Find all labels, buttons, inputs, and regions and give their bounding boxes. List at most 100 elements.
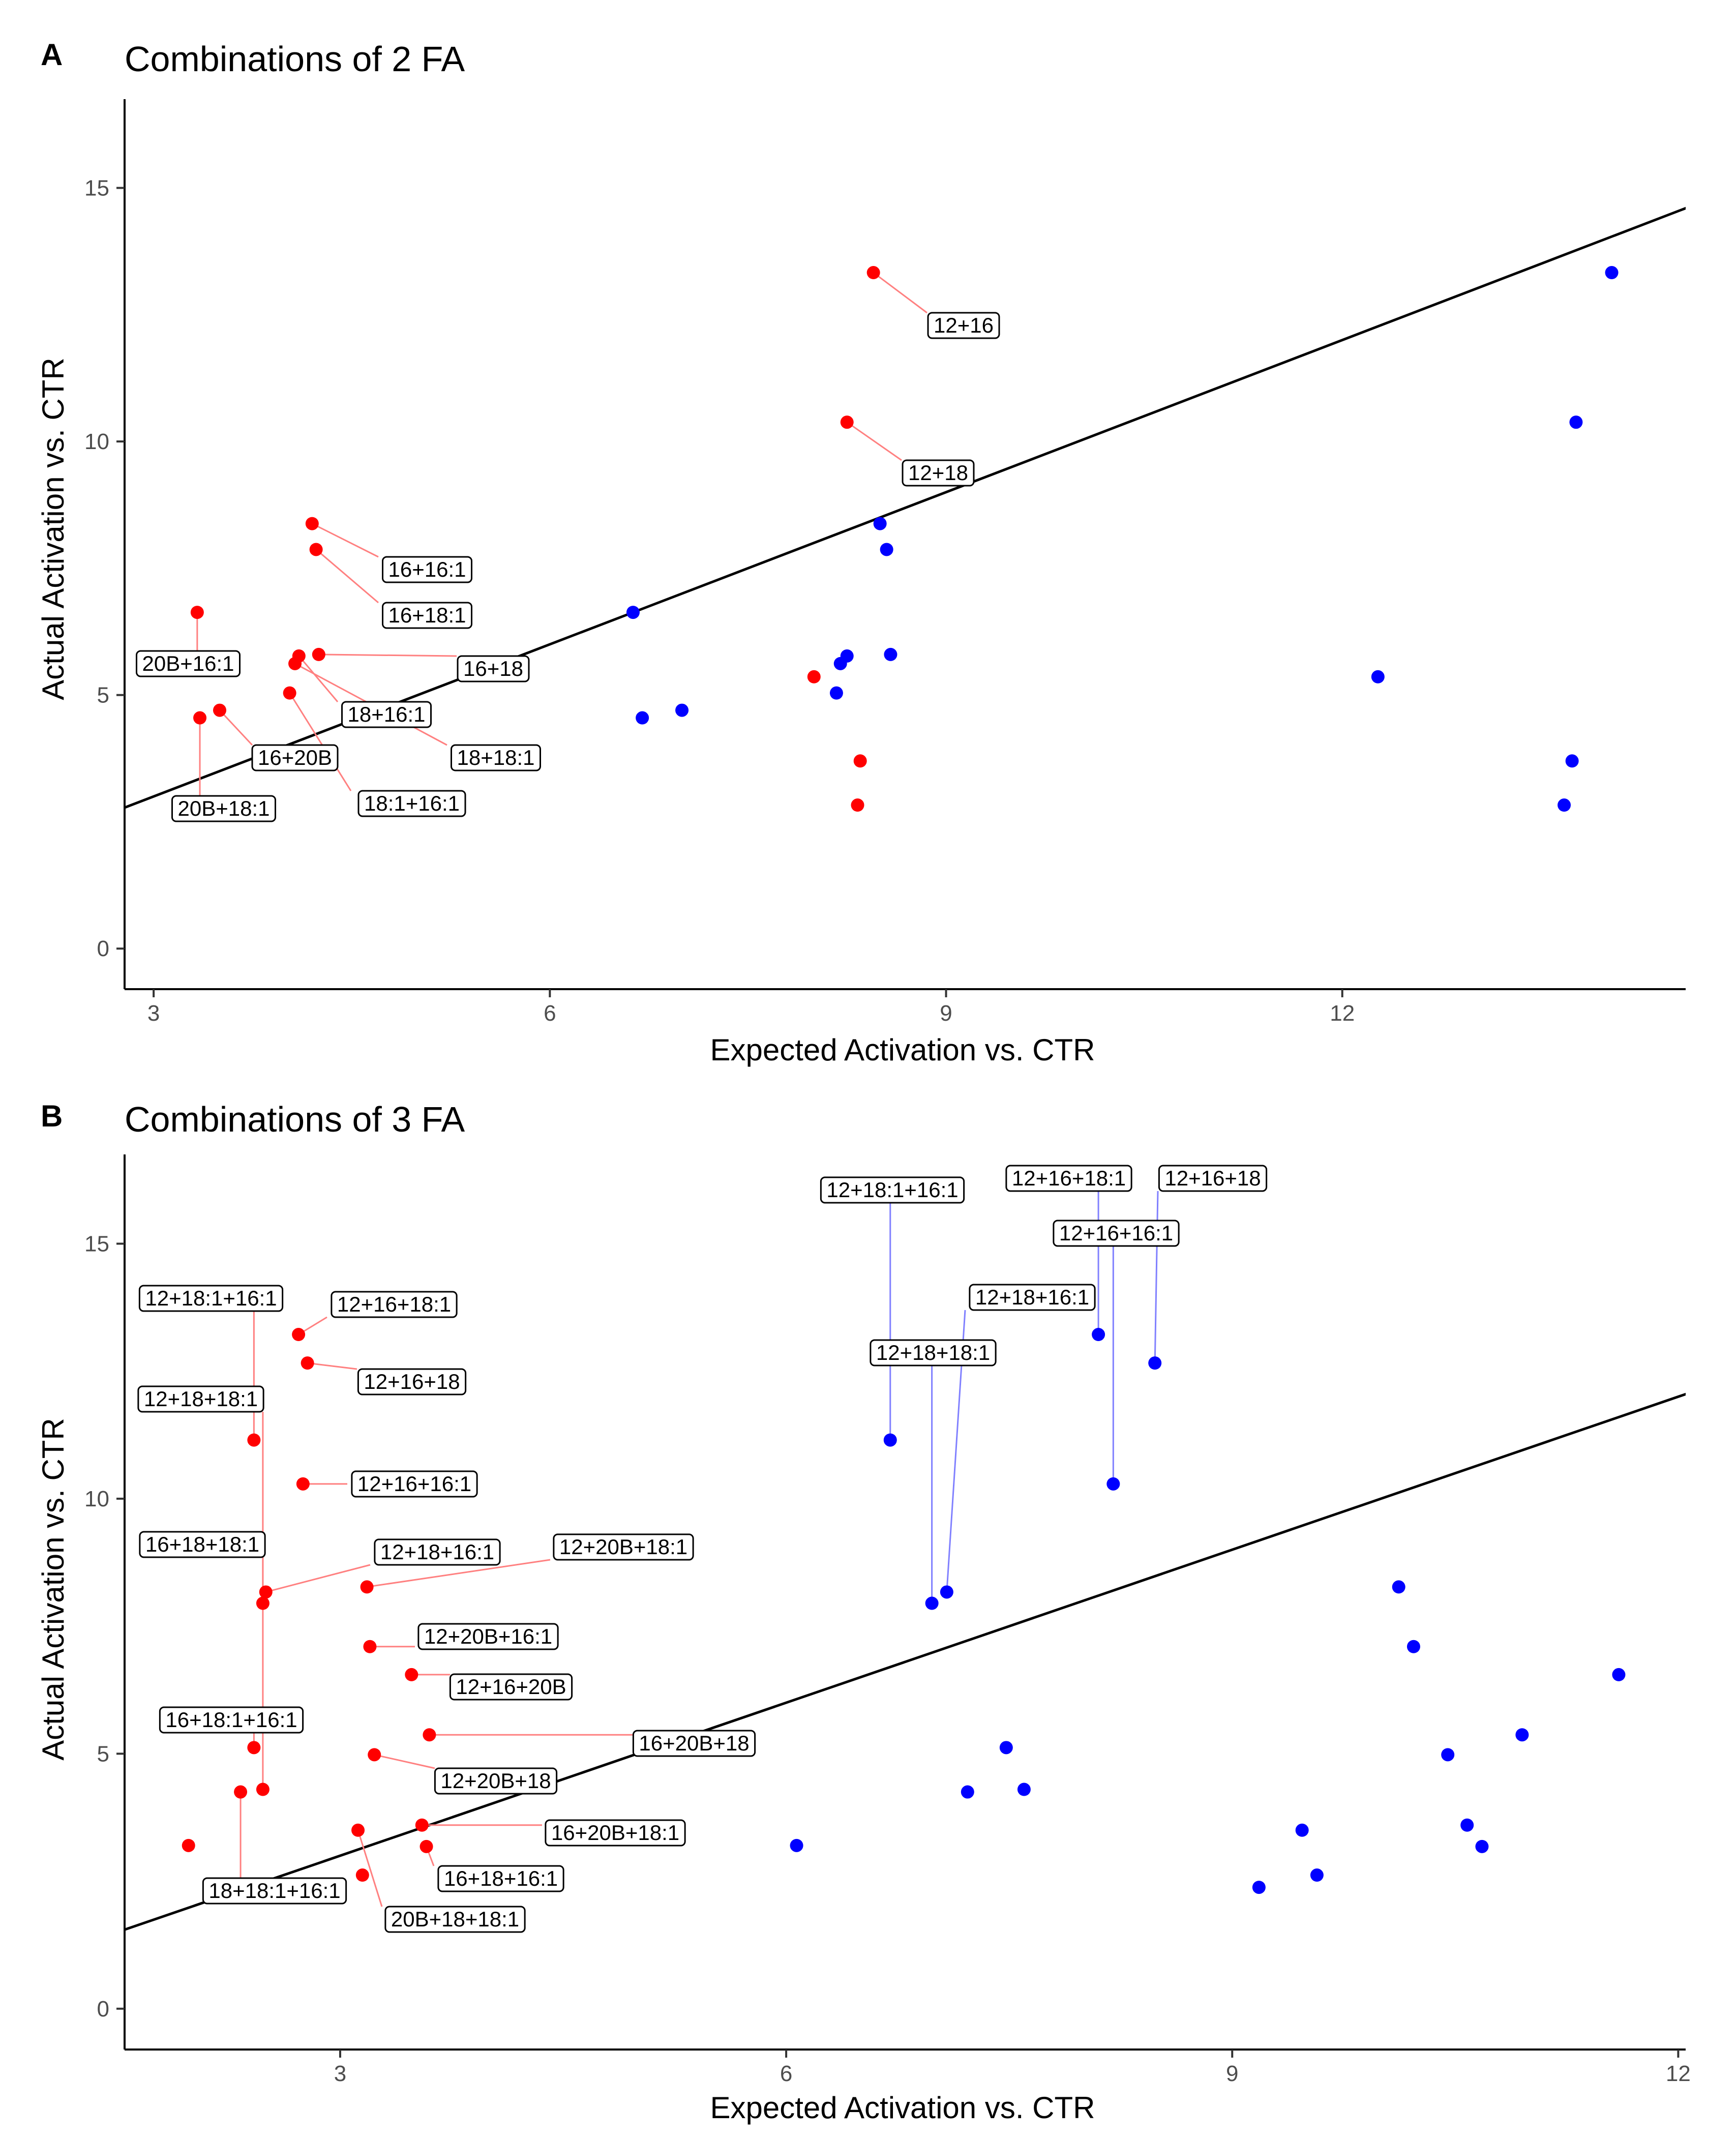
point-label: 18:1+16:1 [357,790,466,817]
blue-point [1148,1356,1162,1370]
y-tick-label: 15 [84,176,109,201]
point-label: 16+18+18:1 [139,1531,266,1558]
blue-point [1295,1823,1309,1837]
red-point [247,1741,261,1755]
point-label: 12+20B+18:1 [553,1533,694,1561]
label-text: 16+18+18:1 [145,1532,259,1556]
red-point [182,1838,195,1852]
label-text: 12+16+18:1 [1012,1166,1126,1190]
label-leader [367,1559,551,1588]
red-point [807,670,821,684]
blue-point [1558,798,1571,812]
label-box [374,1538,501,1566]
y-tick-label: 5 [97,683,109,708]
blue-point [675,703,689,717]
red-point [360,1580,374,1594]
label-leader [312,523,379,558]
blue-point [1515,1728,1529,1742]
label-box [553,1533,694,1561]
label-text: 16+16:1 [388,557,466,581]
label-text: 20B+18+18:1 [391,1907,519,1931]
label-leader [219,709,253,746]
blue-point [1017,1783,1031,1796]
red-point [420,1839,433,1853]
point-label: 12+18:1+16:1 [138,1285,284,1312]
label-text: 12+18+16:1 [380,1540,494,1564]
label-box [545,1819,686,1847]
point-label: 12+16+18 [357,1368,467,1395]
point-label: 18+18:1+16:1 [202,1877,347,1905]
blue-point [1310,1868,1324,1882]
red-point [853,754,867,768]
label-leader [318,654,457,657]
red-point [423,1728,436,1742]
red-point [851,798,864,812]
point-label: 12+18+18:1 [870,1339,997,1367]
panel-a-letter: A [41,38,63,72]
label-leader [374,1754,435,1769]
label-box [437,1865,564,1892]
red-point [405,1668,418,1681]
red-point [866,266,880,280]
label-box [351,1470,478,1498]
label-box [202,1877,347,1905]
label-text: 12+16+20B [456,1675,566,1699]
point-label: 12+18 [902,459,975,487]
point-label: 20B+16:1 [135,650,241,677]
point-label: 16+18+16:1 [437,1865,564,1892]
point-labels: 12+16 12+18 16+16:1 16+18:1 20B+16:1 16+18 18+… [135,312,1000,822]
point-labels: 12+16+18:1 12+16+18 12+18:1+16:1 12+16+16:1… [137,1165,1268,1933]
label-box [139,1531,266,1558]
panel-a: A Combinations of 2 FA 3 6 9 1205101512+161… [36,38,1686,1067]
label-text: 12+16+18 [364,1370,460,1393]
label-text: 12+20B+16:1 [424,1624,552,1648]
blue-point [1475,1839,1489,1853]
label-box [969,1284,1096,1311]
blue-point [1565,754,1579,768]
point-label: 12+16+18:1 [1005,1165,1132,1192]
label-text: 16+18:1+16:1 [165,1708,297,1732]
panel-b-xlabel: Expected Activation vs. CTR [710,2091,1095,2125]
blue-point [829,686,843,700]
label-box [137,1385,264,1413]
x-tick-label: 6 [780,2061,792,2086]
label-box [451,744,541,771]
panel-b-plot: 3 6 9 12 0 5 10 15 12+16+18:1 12+16+18 12+18:1+16:… [84,1154,1691,2086]
blue-point [1441,1748,1455,1762]
blue-point [961,1785,974,1799]
label-box [870,1339,997,1367]
red-point [256,1783,270,1796]
label-box [159,1706,304,1734]
label-text: 16+20B+18 [639,1731,749,1755]
label-box [417,1623,559,1650]
red-point [363,1640,377,1653]
blue-point [1406,1640,1420,1653]
panel-b-ylabel: Actual Activation vs. CTR [36,1418,70,1761]
y-tick-label: 5 [97,1741,109,1766]
blue-point [1106,1477,1120,1491]
point-label: 12+16+18 [1158,1165,1268,1192]
red-point [256,1596,270,1610]
label-box [1053,1220,1180,1247]
point-label: 12+18+16:1 [969,1284,1096,1311]
y-tick-label: 15 [84,1231,109,1256]
label-leader [307,1362,357,1370]
blue-point [1605,266,1619,280]
red-point [234,1785,248,1799]
red-point [368,1748,381,1762]
point-label: 16+18 [457,655,530,682]
label-text: 18+16:1 [348,702,426,726]
y-tick-label: 0 [97,1997,109,2022]
label-text: 12+18:1+16:1 [145,1286,277,1310]
label-box [357,790,466,817]
label-text: 12+18+18:1 [876,1341,990,1364]
x-tick-label: 3 [334,2061,346,2086]
label-leader [357,1830,383,1907]
x-tick-label: 9 [1226,2061,1238,2086]
red-point [283,686,296,700]
label-text: 18:1+16:1 [364,791,460,815]
label-box [1158,1165,1268,1192]
point-label: 12+16+18:1 [331,1291,458,1318]
label-text: 12+20B+18 [440,1769,551,1793]
